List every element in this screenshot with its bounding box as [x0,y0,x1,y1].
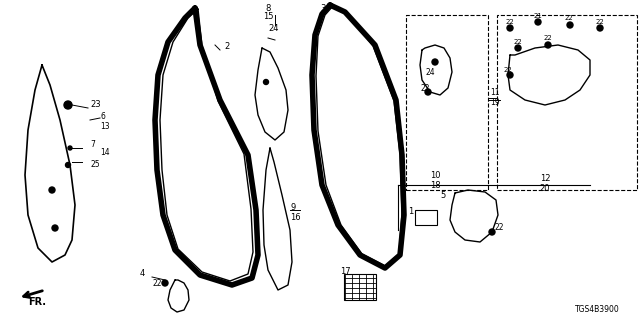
Bar [497,15,637,190]
Text: 12: 12 [540,173,550,182]
Bar [415,210,437,225]
Text: 22: 22 [544,35,553,41]
Text: 1: 1 [408,207,413,217]
Text: 2: 2 [224,42,229,51]
Circle shape [597,25,603,31]
Text: 21: 21 [534,13,543,19]
Text: 14: 14 [100,148,109,156]
Circle shape [567,22,573,28]
Text: 23: 23 [90,100,100,108]
Text: 15: 15 [263,12,273,20]
Text: 24: 24 [268,23,278,33]
Text: 8: 8 [266,4,271,12]
Circle shape [515,45,521,51]
Text: 20: 20 [540,183,550,193]
Text: 19: 19 [490,98,500,107]
Circle shape [507,25,513,31]
Text: 22: 22 [596,19,605,25]
Text: 22: 22 [565,15,573,21]
Text: 10: 10 [429,171,440,180]
Text: 3: 3 [320,4,326,12]
Text: 6: 6 [100,111,105,121]
Text: 25: 25 [90,159,100,169]
Text: 22: 22 [514,39,523,45]
Text: 17: 17 [340,268,351,276]
Text: 22: 22 [420,84,429,92]
Circle shape [162,280,168,286]
Circle shape [68,146,72,150]
Text: 7: 7 [90,140,95,148]
Text: 24: 24 [425,68,435,76]
Circle shape [545,42,551,48]
Text: 22: 22 [494,223,504,233]
Text: 22: 22 [506,19,515,25]
Circle shape [64,101,72,109]
Text: 18: 18 [429,180,440,189]
Bar [344,274,376,300]
Bar [406,15,488,190]
Text: 4: 4 [140,269,145,278]
Circle shape [507,72,513,78]
Circle shape [425,89,431,95]
Text: 13: 13 [100,122,109,131]
Text: 11: 11 [490,87,499,97]
Circle shape [489,229,495,235]
Text: FR.: FR. [28,297,46,307]
Circle shape [52,225,58,231]
Circle shape [65,163,70,167]
Text: 22: 22 [504,67,513,73]
Text: 16: 16 [290,213,301,222]
Circle shape [535,19,541,25]
Circle shape [432,59,438,65]
Text: TGS4B3900: TGS4B3900 [575,306,620,315]
Text: 9: 9 [290,204,295,212]
Circle shape [49,187,55,193]
Text: 22: 22 [152,278,161,287]
Circle shape [264,79,269,84]
Text: 5: 5 [440,191,445,201]
